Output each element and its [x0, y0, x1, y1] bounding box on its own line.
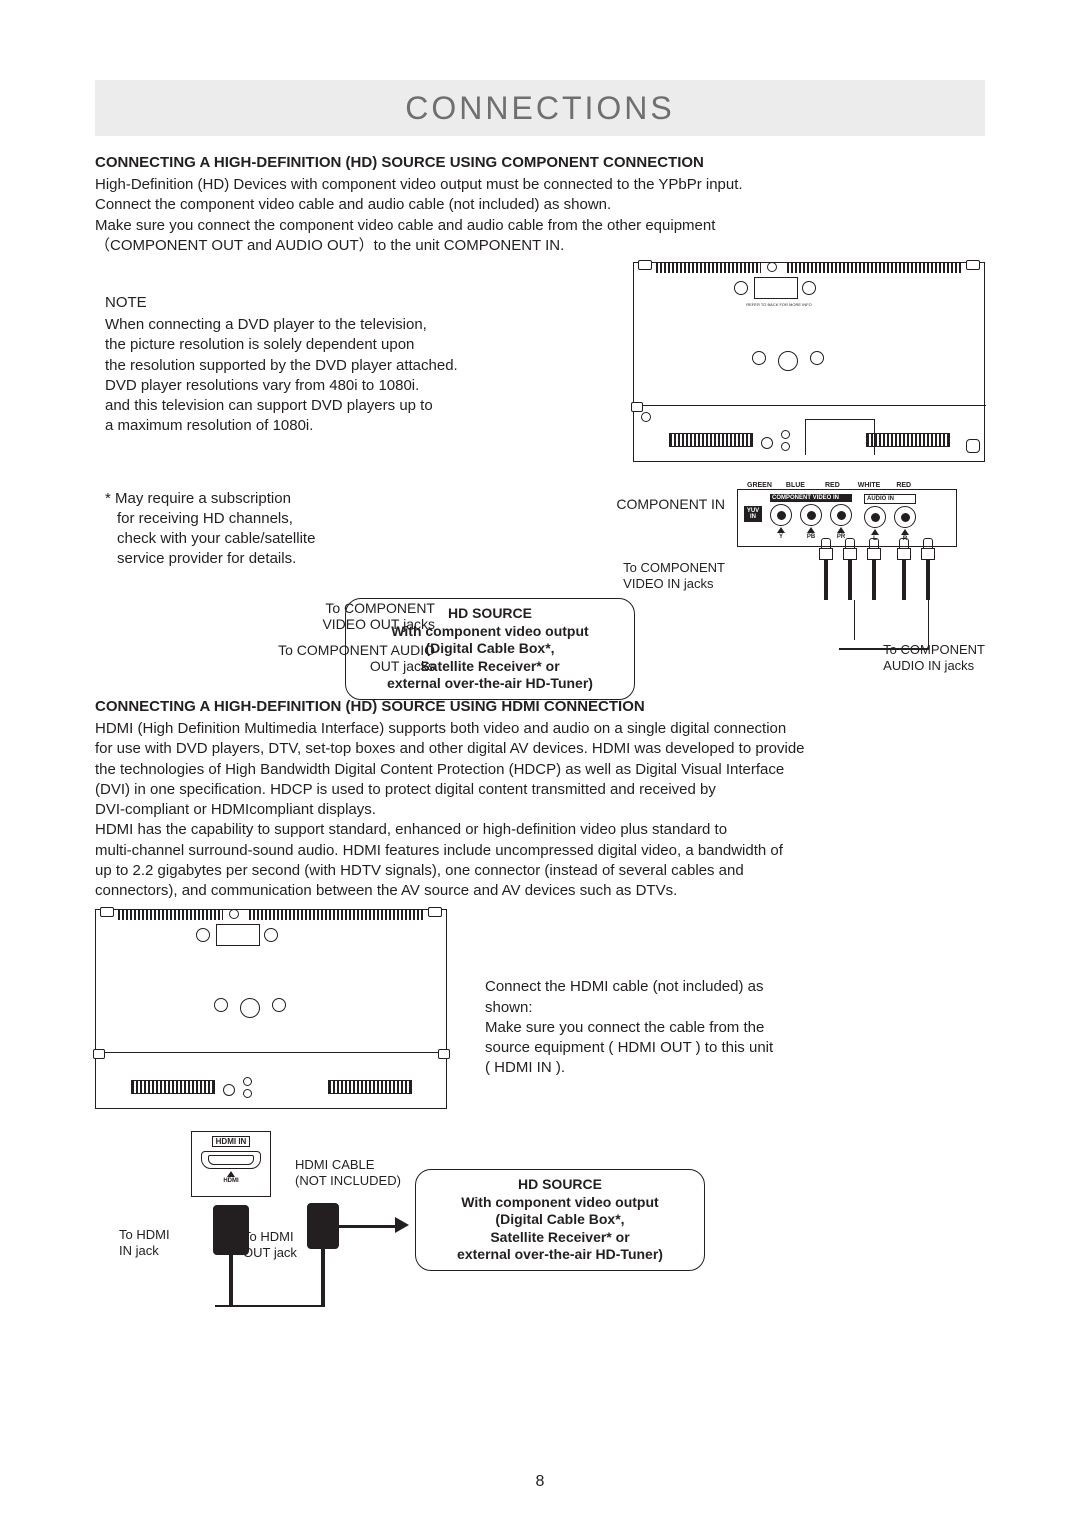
s2-p8: up to 2.2 gigabytes per second (with HDT…	[95, 861, 985, 881]
cable-l2: (NOT INCLUDED)	[295, 1173, 401, 1189]
port-pb: PB	[807, 534, 815, 540]
to-audio-in-l1: To COMPONENT	[883, 642, 985, 658]
cv-header1: COMPONENT VIDEO IN	[770, 494, 852, 502]
sub-l2: for receiving HD channels,	[117, 509, 525, 529]
s2-p3: the technologies of High Bandwidth Digit…	[95, 760, 985, 780]
s2-p1: HDMI (High Definition Multimedia Interfa…	[95, 719, 985, 739]
to-in-l1: To HDMI	[119, 1227, 170, 1243]
hd-source-box: HD SOURCE With component video output (D…	[345, 598, 635, 700]
note-title: NOTE	[105, 294, 525, 311]
to-in-l2: IN jack	[119, 1243, 170, 1259]
hdmi-cable-label: HDMI CABLE (NOT INCLUDED)	[295, 1157, 401, 1188]
note-block: NOTE When connecting a DVD player to the…	[105, 294, 525, 570]
to-out-l1: To HDMI	[243, 1229, 297, 1245]
subscription-note: * May require a subscription for receivi…	[105, 489, 525, 570]
to-video-in-label: To COMPONENT VIDEO IN jacks	[623, 560, 725, 591]
s2-p5: DVI-compliant or HDMIcompliant displays.	[95, 800, 985, 820]
r-l3: Make sure you connect the cable from the	[485, 1018, 885, 1038]
note-l1: When connecting a DVD player to the tele…	[105, 315, 525, 335]
to-video-in-l2: VIDEO IN jacks	[623, 576, 725, 592]
s2-p2: for use with DVD players, DTV, set-top b…	[95, 739, 985, 759]
color-green: GREEN	[747, 482, 772, 489]
s2-p4: (DVI) in one specification. HDCP is used…	[95, 780, 985, 800]
section1-p2: Connect the component video cable and au…	[95, 195, 985, 215]
r-l2: shown:	[485, 998, 885, 1018]
hd-l3: Satellite Receiver* or	[420, 658, 559, 674]
section1-p3: Make sure you connect the component vide…	[95, 216, 985, 236]
s2-p6: HDMI has the capability to support stand…	[95, 820, 985, 840]
section1-heading: CONNECTING A HIGH-DEFINITION (HD) SOURCE…	[95, 154, 985, 171]
hd2-l1: With component video output	[461, 1194, 658, 1210]
hd-l1: With component video output	[391, 623, 588, 639]
color-white: WHITE	[858, 482, 881, 489]
note-l2: the picture resolution is solely depende…	[105, 335, 525, 355]
to-hdmi-in-label: To HDMI IN jack	[119, 1227, 170, 1258]
hdmi-in-label: HDMI IN	[212, 1136, 251, 1147]
section1-p1: High-Definition (HD) Devices with compon…	[95, 175, 985, 195]
component-in-label: COMPONENT IN	[616, 496, 725, 512]
hd2-l3: Satellite Receiver* or	[490, 1229, 629, 1245]
r-l1: Connect the HDMI cable (not included) as	[485, 977, 885, 997]
note-l5: and this television can support DVD play…	[105, 396, 525, 416]
to-out-l2: OUT jack	[243, 1245, 297, 1261]
r-l5: ( HDMI IN ).	[485, 1058, 885, 1078]
r-l4: source equipment ( HDMI OUT ) to this un…	[485, 1038, 885, 1058]
to-audio-in-l2: AUDIO IN jacks	[883, 658, 985, 674]
color-blue: BLUE	[786, 482, 805, 489]
diagram-component: NOTE When connecting a DVD player to the…	[95, 262, 985, 672]
port-y: Y	[779, 534, 783, 540]
hd2-title: HD SOURCE	[518, 1176, 602, 1192]
yuv-tag: YUV IN	[744, 506, 762, 522]
section2-heading: CONNECTING A HIGH-DEFINITION (HD) SOURCE…	[95, 698, 985, 715]
cv-header2: AUDIO IN	[864, 494, 916, 504]
sub-l3: check with your cable/satellite	[117, 529, 525, 549]
sub-l4: service provider for details.	[117, 549, 525, 569]
page-number: 8	[536, 1473, 545, 1491]
hdmi-instructions: Connect the HDMI cable (not included) as…	[485, 977, 885, 1078]
s2-p9: connectors), and communication between t…	[95, 881, 985, 901]
diagram-hdmi: Connect the HDMI cable (not included) as…	[95, 909, 985, 1349]
color-red2: RED	[896, 482, 911, 489]
section1-p4: （COMPONENT OUT and AUDIO OUT）to the unit…	[95, 236, 985, 256]
hd-l4: external over-the-air HD-Tuner)	[387, 675, 593, 691]
hdmi-port-icon	[201, 1151, 261, 1169]
to-audio-in-label: To COMPONENT AUDIO IN jacks	[883, 642, 985, 673]
color-red: RED	[825, 482, 840, 489]
tv-rear-illustration: REFER TO BACK FOR MORE INFO	[633, 262, 985, 462]
hd2-l4: external over-the-air HD-Tuner)	[457, 1246, 663, 1262]
to-hdmi-out-label: To HDMI OUT jack	[243, 1229, 297, 1260]
sub-l1: * May require a subscription	[105, 489, 525, 509]
s2-p7: multi-channel surround-sound audio. HDMI…	[95, 841, 985, 861]
tv-rear-illustration-2	[95, 909, 447, 1109]
cable-l1: HDMI CABLE	[295, 1157, 401, 1173]
hd-source-box-2: HD SOURCE With component video output (D…	[415, 1169, 705, 1271]
hdmi-port-label: HDMI	[198, 1178, 264, 1184]
hd-l2: (Digital Cable Box*,	[425, 640, 554, 656]
hd-title: HD SOURCE	[448, 605, 532, 621]
note-l4: DVD player resolutions vary from 480i to…	[105, 376, 525, 396]
note-l3: the resolution supported by the DVD play…	[105, 356, 525, 376]
hdmi-panel: HDMI IN HDMI	[191, 1131, 271, 1197]
to-video-in-l1: To COMPONENT	[623, 560, 725, 576]
note-l6: a maximum resolution of 1080i.	[105, 416, 525, 436]
page-title: CONNECTIONS	[95, 80, 985, 136]
hd2-l2: (Digital Cable Box*,	[495, 1211, 624, 1227]
